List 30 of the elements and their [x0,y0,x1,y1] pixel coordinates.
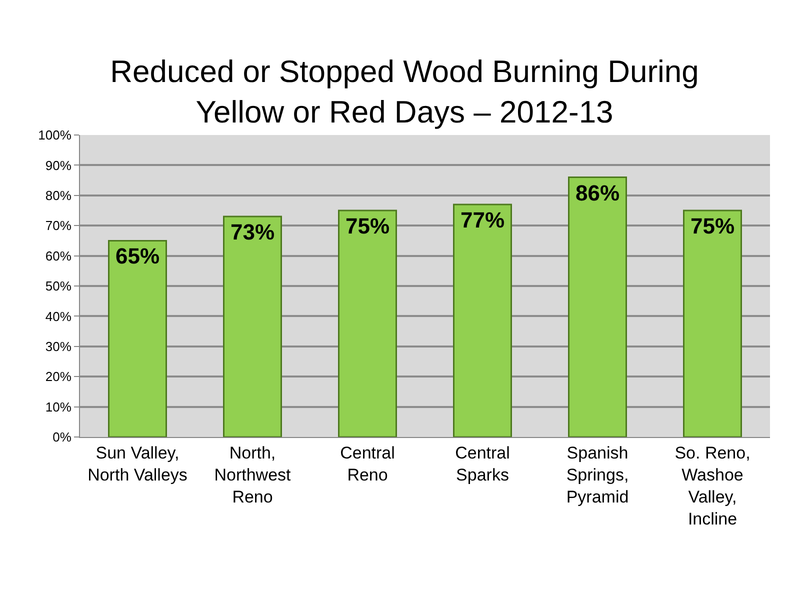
y-tick-label: 80% [45,188,72,203]
y-tick-label: 0% [52,430,72,445]
y-tick-label: 40% [45,308,72,324]
chart-title: Reduced or Stopped Wood Burning During Yellow or Red Days – 2012-13 [110,54,699,130]
y-tick-label: 50% [45,278,72,294]
bar [338,210,397,437]
bar [568,176,627,437]
data-label: 86% [575,180,620,206]
y-tick-label: 20% [45,369,72,384]
x-tick-label: North, Northwest Reno [214,443,292,507]
bar [683,210,742,437]
x-tick-label: Central Reno [340,443,395,484]
data-label: 75% [345,214,390,238]
data-label: 77% [460,207,505,232]
y-tick-label: 60% [45,248,72,264]
data-label: 65% [115,244,160,269]
y-tick-label: 10% [45,399,72,414]
y-tick-label: 100% [38,128,72,143]
x-tick-label: Central Sparks [455,443,510,484]
x-tick-label: So. Reno, Washoe Valley, Incline [674,443,750,529]
y-tick-label: 90% [45,158,72,173]
x-tick-label: Spanish Springs, Pyramid [566,443,629,507]
y-tick-label: 30% [45,338,72,354]
bar [223,216,282,437]
bar [453,204,512,437]
x-tick-label: Sun Valley, North Valleys [88,443,188,484]
y-tick-label: 70% [45,218,72,234]
data-label: 75% [690,214,735,238]
data-label: 73% [230,220,275,245]
bar [108,240,167,437]
